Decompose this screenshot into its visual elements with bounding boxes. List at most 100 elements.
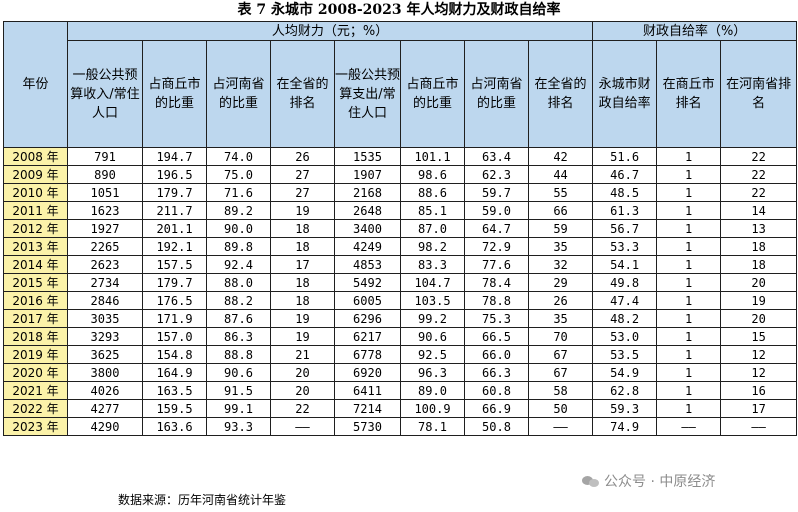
data-cell: 35 — [527, 237, 594, 256]
data-cell: 77.6 — [464, 255, 529, 274]
data-cell: 1 — [656, 201, 722, 220]
data-cell: —— — [720, 417, 798, 436]
data-cell: 88.0 — [206, 273, 271, 292]
data-cell: 6778 — [334, 345, 401, 364]
data-cell: 54.9 — [592, 363, 658, 382]
data-cell: 1 — [656, 165, 722, 184]
data-cell: 74.0 — [206, 147, 271, 166]
data-cell: 164.9 — [142, 363, 207, 382]
data-cell: 157.0 — [142, 327, 207, 346]
data-cell: 4853 — [334, 255, 401, 274]
data-cell: 14 — [720, 201, 798, 220]
data-cell: 192.1 — [142, 237, 207, 256]
data-cell: 90.0 — [206, 219, 271, 238]
data-cell: 3293 — [67, 327, 143, 346]
table-row: 2016 年 2846 176.5 88.2 18 6005 103.5 78.8 26 47.4… — [3, 291, 798, 310]
data-cell: 85.1 — [400, 201, 465, 220]
year-cell: 2009 年 — [3, 165, 68, 184]
self-sufficiency-group-header: 财政自给率（%） — [592, 21, 798, 41]
finance-table: 年份 人均财力（元；%） 财政自给率（%） 一般公共预算收入/常住人口 占商丘市的… — [3, 21, 798, 436]
data-cell: 3400 — [334, 219, 401, 238]
table-body: 2008 年 791 194.7 74.0 26 1535 101.1 63.4 42 51.6 1… — [3, 147, 798, 436]
data-cell: 17 — [720, 399, 798, 418]
data-cell: 20 — [720, 273, 798, 292]
data-cell: 72.9 — [464, 237, 529, 256]
data-cell: 27 — [270, 165, 335, 184]
data-cell: 91.5 — [206, 381, 271, 400]
data-cell: 1051 — [67, 183, 143, 202]
data-cell: 87.0 — [400, 219, 465, 238]
data-cell: 53.5 — [592, 345, 658, 364]
data-cell: 98.6 — [400, 165, 465, 184]
data-cell: 46.7 — [592, 165, 658, 184]
column-header: 一般公共预算收入/常住人口 — [67, 40, 143, 148]
data-cell: 1 — [656, 273, 722, 292]
table-row: 2020 年 3800 164.9 90.6 20 6920 96.3 66.3 67 54.9 1… — [3, 363, 798, 382]
data-cell: 201.1 — [142, 219, 207, 238]
data-cell: 54.1 — [592, 255, 658, 274]
data-source-note: 数据来源：历年河南省统计年鉴 — [118, 493, 287, 507]
data-cell: 71.6 — [206, 183, 271, 202]
data-cell: 6005 — [334, 291, 401, 310]
year-cell: 2023 年 — [3, 417, 68, 436]
column-header: 占商丘市的比重 — [400, 40, 465, 148]
data-cell: 4026 — [67, 381, 143, 400]
data-cell: 2265 — [67, 237, 143, 256]
data-cell: 890 — [67, 165, 143, 184]
table-row: 2023 年 4290 163.6 93.3 —— 5730 78.1 50.8 —— 74.9—… — [3, 417, 798, 436]
data-cell: 104.7 — [400, 273, 465, 292]
year-cell: 2012 年 — [3, 219, 68, 238]
year-cell: 2021 年 — [3, 381, 68, 400]
data-cell: 49.8 — [592, 273, 658, 292]
data-cell: 90.6 — [206, 363, 271, 382]
data-cell: 61.3 — [592, 201, 658, 220]
data-cell: 196.5 — [142, 165, 207, 184]
data-cell: 26 — [270, 147, 335, 166]
data-cell: 22 — [720, 183, 798, 202]
data-cell: 6217 — [334, 327, 401, 346]
data-cell: 83.3 — [400, 255, 465, 274]
table-row: 2012 年 1927 201.1 90.0 18 3400 87.0 64.7 59 56.7 1… — [3, 219, 798, 238]
column-header: 占河南省的比重 — [464, 40, 529, 148]
data-cell: 70 — [527, 327, 594, 346]
data-cell: 51.6 — [592, 147, 658, 166]
data-cell: 17 — [270, 255, 335, 274]
data-cell: 2846 — [67, 291, 143, 310]
year-cell: 2017 年 — [3, 309, 68, 328]
data-cell: 22 — [720, 147, 798, 166]
year-header: 年份 — [3, 21, 68, 148]
data-cell: 56.7 — [592, 219, 658, 238]
data-cell: —— — [270, 417, 335, 436]
data-cell: 53.3 — [592, 237, 658, 256]
data-cell: 20 — [270, 381, 335, 400]
data-cell: 35 — [527, 309, 594, 328]
year-cell: 2020 年 — [3, 363, 68, 382]
data-cell: 66 — [527, 201, 594, 220]
data-cell: —— — [527, 417, 594, 436]
data-cell: 21 — [270, 345, 335, 364]
data-cell: 53.0 — [592, 327, 658, 346]
watermark-text: 公众号 · 中原经济 — [604, 474, 716, 490]
data-cell: 66.9 — [464, 399, 529, 418]
data-cell: 2168 — [334, 183, 401, 202]
data-cell: 4290 — [67, 417, 143, 436]
year-cell: 2008 年 — [3, 147, 68, 166]
data-cell: 1 — [656, 219, 722, 238]
data-cell: 1 — [656, 255, 722, 274]
data-cell: 12 — [720, 345, 798, 364]
data-cell: 13 — [720, 219, 798, 238]
data-cell: 4277 — [67, 399, 143, 418]
data-cell: —— — [656, 417, 722, 436]
column-header: 在全省的排名 — [270, 40, 335, 148]
data-cell: 93.3 — [206, 417, 271, 436]
data-cell: 12 — [720, 363, 798, 382]
data-cell: 55 — [527, 183, 594, 202]
column-header: 永城市财政自给率 — [592, 40, 658, 148]
data-cell: 67 — [527, 363, 594, 382]
data-cell: 6411 — [334, 381, 401, 400]
year-cell: 2015 年 — [3, 273, 68, 292]
data-cell: 18 — [270, 291, 335, 310]
data-cell: 19 — [270, 327, 335, 346]
data-cell: 90.6 — [400, 327, 465, 346]
data-cell: 66.0 — [464, 345, 529, 364]
